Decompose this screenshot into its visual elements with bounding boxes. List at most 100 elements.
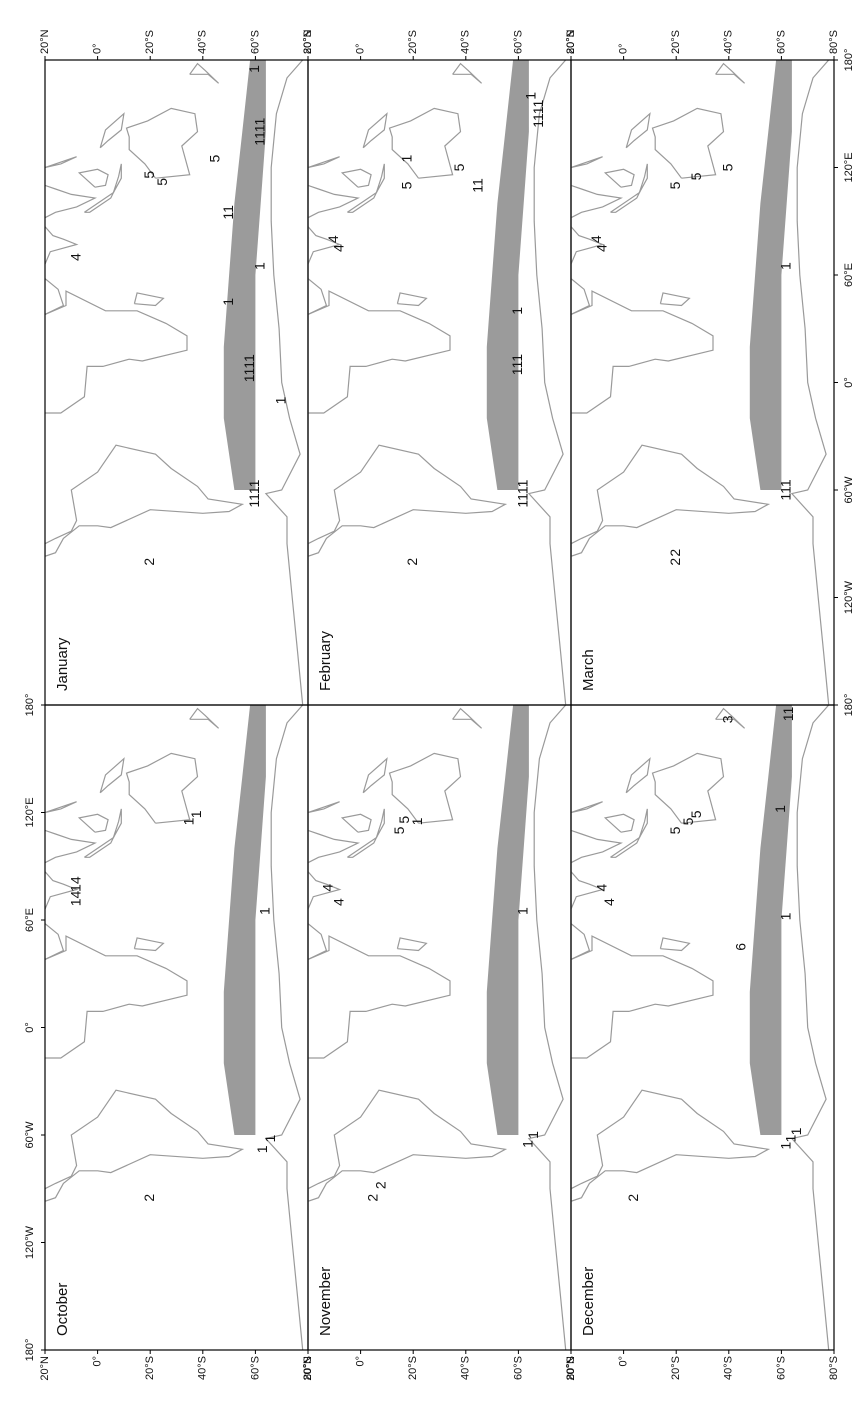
coastline — [610, 190, 641, 213]
coastline — [308, 801, 340, 814]
lon-tick-label: 60°E — [843, 263, 855, 287]
coastline — [308, 226, 342, 265]
lon-tick-label: 180° — [843, 49, 855, 72]
observation-band — [749, 705, 792, 1135]
month-label: December — [580, 1267, 597, 1336]
coastline — [638, 163, 648, 193]
annotation: 1 — [409, 817, 425, 825]
lat-tick-label: 40°S — [723, 30, 735, 54]
coastline — [133, 937, 165, 952]
annotation: 1111 — [246, 479, 262, 507]
coastline — [99, 757, 125, 794]
coastline — [45, 1089, 245, 1202]
annotation: 1 — [777, 262, 793, 270]
coastline — [388, 752, 462, 824]
coastline — [84, 190, 115, 213]
lon-tick-label: 0° — [24, 1022, 36, 1033]
annotation: 5 — [667, 826, 683, 834]
coastline — [45, 290, 188, 414]
coastline — [45, 935, 188, 1059]
lat-tick-label: 60°S — [775, 30, 787, 54]
lon-tick-label: 60°E — [24, 908, 36, 932]
lat-tick-label: 60°S — [775, 1356, 787, 1380]
coastline — [571, 444, 771, 557]
lat-tick-label: 20°N — [39, 29, 51, 54]
annotation: 11 — [220, 205, 236, 220]
coastline — [651, 107, 725, 179]
coastline — [375, 808, 385, 838]
coastline — [396, 292, 428, 307]
lat-tick-label: 20°S — [144, 1356, 156, 1380]
coastline — [571, 226, 605, 265]
annotation: 1 — [188, 810, 204, 818]
coastline — [603, 168, 635, 188]
coastline — [638, 808, 648, 838]
coastline — [571, 935, 714, 1059]
panel-frame — [570, 704, 835, 1351]
month-label: October — [54, 1283, 71, 1336]
coastline — [45, 444, 245, 557]
lat-tick-label: 0° — [92, 1356, 104, 1367]
annotation: 1 — [772, 805, 788, 813]
lat-tick-label: 40°S — [460, 1356, 472, 1380]
coastline — [571, 871, 605, 910]
annotation: 1111 — [251, 117, 267, 145]
lon-tick-label: 0° — [843, 377, 855, 388]
coastline — [340, 813, 372, 833]
coastline — [99, 112, 125, 149]
coastline — [715, 62, 746, 84]
coastline — [45, 801, 77, 814]
lat-tick-label: 20°N — [302, 29, 314, 54]
annotation: 11 — [780, 706, 796, 721]
coastline — [125, 752, 199, 824]
coastline — [340, 168, 372, 188]
lat-tick-label: 0° — [618, 1356, 630, 1367]
annotation: 1 — [257, 907, 273, 915]
lat-tick-label: 0° — [355, 43, 367, 54]
annotation: 5 — [396, 816, 412, 824]
coastline — [308, 935, 451, 1059]
annotation: 6 — [733, 943, 749, 951]
coastline — [452, 62, 483, 84]
lon-tick-label: 180° — [24, 694, 36, 717]
annotation: 1 — [783, 1134, 799, 1142]
observation-band — [223, 705, 266, 1135]
lat-tick-label: 20°N — [302, 1356, 314, 1381]
coastline — [651, 752, 725, 824]
annotation: 1 — [262, 1134, 278, 1142]
coastline — [527, 60, 567, 705]
annotation: 5 — [451, 163, 467, 171]
annotation: 1 — [514, 907, 530, 915]
lat-tick-label: 20°S — [407, 30, 419, 54]
coastline — [264, 60, 304, 705]
coastline — [308, 184, 361, 219]
annotation: 4 — [330, 898, 346, 906]
lat-tick-label: 20°N — [565, 29, 577, 54]
coastline — [45, 278, 65, 315]
coastline — [264, 705, 304, 1350]
coastline — [77, 813, 109, 833]
annotation: 1 — [777, 912, 793, 920]
lon-tick-label: 120°E — [843, 152, 855, 182]
annotation: 4 — [593, 884, 609, 892]
lat-tick-label: 60°S — [512, 1356, 524, 1380]
coastline — [84, 835, 115, 858]
lat-tick-label: 20°S — [144, 30, 156, 54]
lon-tick-label: 120°W — [843, 580, 855, 614]
annotation: 4 — [593, 244, 609, 252]
lat-tick-label: 20°N — [565, 1356, 577, 1381]
lon-tick-label: 180° — [843, 694, 855, 717]
lon-tick-label: 60°W — [843, 476, 855, 504]
coastline — [133, 292, 165, 307]
annotation: 2 — [141, 1194, 157, 1202]
lat-tick-label: 80°S — [828, 30, 840, 54]
coastline — [45, 184, 98, 219]
annotation: 5 — [720, 163, 736, 171]
